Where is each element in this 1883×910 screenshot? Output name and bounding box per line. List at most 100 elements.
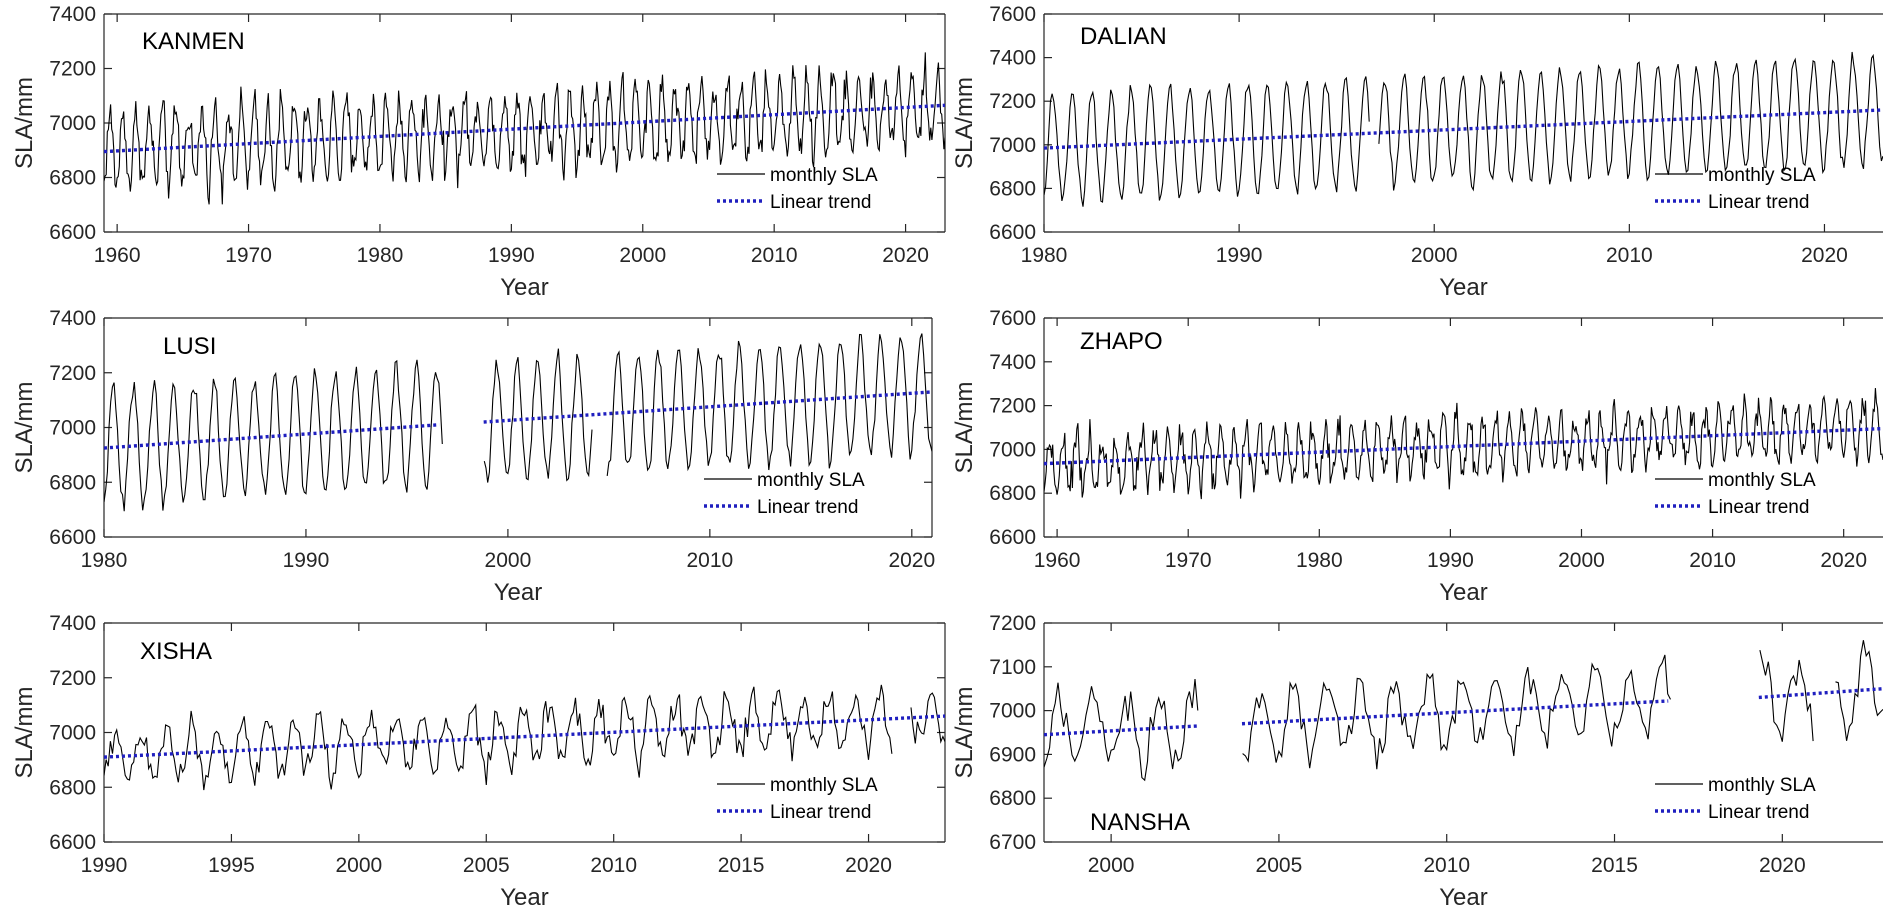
y-tick-label: 7000	[49, 417, 96, 440]
y-axis-title: SLA/mm	[951, 381, 978, 473]
x-tick-label: 1960	[1034, 549, 1081, 572]
y-tick-label: 7200	[49, 58, 96, 81]
x-tick-label: 2020	[1820, 549, 1867, 572]
x-axis-title: Year	[1439, 884, 1488, 910]
legend-monthly-sla: monthly SLA	[1708, 470, 1816, 491]
monthly-sla-line	[1759, 649, 1814, 742]
y-tick-label: 7600	[989, 307, 1036, 330]
x-tick-label: 1990	[488, 244, 535, 267]
plot-area	[104, 684, 945, 791]
y-axis-title: SLA/mm	[951, 77, 978, 169]
x-axis-title: Year	[500, 274, 549, 301]
monthly-sla-line	[1044, 388, 1883, 500]
linear-trend-line	[1241, 699, 1669, 726]
x-tick-label: 2010	[590, 854, 637, 877]
y-tick-label: 7000	[989, 700, 1036, 723]
y-tick-label: 6600	[49, 526, 96, 549]
panel-zhapo: 1960 1970 1980 1990 2000 2010 2020 6600 6800 7000…	[951, 307, 1883, 606]
y-tick-label: 6800	[989, 787, 1036, 810]
monthly-sla-line	[910, 692, 945, 744]
linear-trend-line	[104, 423, 440, 450]
x-axis-title: Year	[500, 884, 549, 910]
x-tick-label: 1980	[1021, 244, 1068, 267]
x-tick-label: 2000	[619, 244, 666, 267]
plot-area	[1044, 51, 1883, 207]
legend-linear-trend: Linear trend	[757, 497, 858, 518]
y-tick-label: 7000	[49, 112, 96, 135]
x-tick-label: 2000	[1558, 549, 1605, 572]
monthly-sla-line	[1044, 76, 1370, 207]
station-title-xisha: XISHA	[140, 638, 212, 665]
y-tick-label: 7200	[989, 395, 1036, 418]
y-tick-label: 6700	[989, 831, 1036, 854]
linear-trend-line	[104, 714, 945, 759]
x-tick-label: 2010	[1606, 244, 1653, 267]
x-tick-label: 2015	[1591, 854, 1638, 877]
y-axis-title: SLA/mm	[11, 381, 38, 473]
station-title-dalian: DALIAN	[1080, 23, 1167, 50]
x-tick-label: 1990	[1216, 244, 1263, 267]
y-tick-label: 6600	[49, 221, 96, 244]
y-tick-label: 6800	[989, 482, 1036, 505]
y-tick-label: 7400	[49, 3, 96, 26]
x-tick-label: 2005	[463, 854, 510, 877]
x-tick-label: 2020	[882, 244, 929, 267]
monthly-sla-line	[104, 52, 945, 205]
panel-nansha: 2000 2005 2010 2015 2020 6700 6800 6900 7000 7100…	[951, 612, 1883, 910]
legend-monthly-sla: monthly SLA	[770, 165, 878, 186]
panel-dalian: 1980 1990 2000 2010 2020 6600 6800 7000 7200 7400…	[951, 3, 1883, 301]
y-axis-title: SLA/mm	[951, 686, 978, 778]
linear-trend-line	[104, 103, 945, 154]
x-tick-label: 1990	[81, 854, 128, 877]
x-tick-label: 2005	[1256, 854, 1303, 877]
x-tick-label: 2000	[335, 854, 382, 877]
linear-trend-line	[1044, 426, 1883, 466]
x-tick-label: 1970	[225, 244, 272, 267]
y-tick-label: 7200	[49, 362, 96, 385]
y-tick-label: 7200	[989, 90, 1036, 113]
legend-monthly-sla: monthly SLA	[757, 470, 865, 491]
legend-linear-trend: Linear trend	[1708, 497, 1809, 518]
x-tick-label: 2000	[1411, 244, 1458, 267]
x-tick-label: 1980	[81, 549, 128, 572]
x-tick-label: 2020	[1759, 854, 1806, 877]
x-tick-label: 2010	[686, 549, 733, 572]
y-tick-label: 6600	[989, 526, 1036, 549]
x-tick-label: 1990	[1427, 549, 1474, 572]
y-tick-label: 7000	[989, 438, 1036, 461]
x-tick-label: 2010	[751, 244, 798, 267]
monthly-sla-line	[104, 359, 443, 512]
x-tick-label: 1970	[1165, 549, 1212, 572]
legend-monthly-sla: monthly SLA	[770, 775, 878, 796]
x-tick-label: 2000	[1088, 854, 1135, 877]
y-tick-label: 7600	[989, 3, 1036, 26]
monthly-sla-line	[606, 333, 932, 476]
station-title-zhapo: ZHAPO	[1080, 328, 1163, 355]
legend-linear-trend: Linear trend	[770, 192, 871, 213]
y-axis-title: SLA/mm	[11, 686, 38, 778]
x-tick-label: 2020	[845, 854, 892, 877]
y-tick-label: 7400	[49, 612, 96, 635]
station-title-lusi: LUSI	[163, 333, 216, 360]
panel-xisha: 1990 1995 2000 2005 2010 2015 2020 6600 6800 7000…	[11, 612, 946, 910]
y-axis-title: SLA/mm	[11, 77, 38, 169]
y-tick-label: 7200	[989, 612, 1036, 635]
legend-linear-trend: Linear trend	[1708, 802, 1809, 823]
plot-area	[1044, 388, 1883, 500]
y-tick-label: 6800	[49, 471, 96, 494]
x-tick-label: 1980	[1296, 549, 1343, 572]
station-title-kanmen: KANMEN	[142, 28, 245, 55]
linear-trend-line	[1044, 724, 1199, 737]
x-tick-label: 2020	[888, 549, 935, 572]
monthly-sla-line	[104, 684, 893, 791]
y-tick-label: 7100	[989, 656, 1036, 679]
x-tick-label: 1960	[94, 244, 141, 267]
y-tick-label: 7200	[49, 667, 96, 690]
y-tick-label: 7000	[49, 722, 96, 745]
x-tick-label: 2010	[1689, 549, 1736, 572]
y-tick-label: 6600	[49, 831, 96, 854]
y-tick-label: 6800	[989, 177, 1036, 200]
monthly-sla-line	[483, 348, 593, 483]
y-tick-label: 6800	[49, 167, 96, 190]
